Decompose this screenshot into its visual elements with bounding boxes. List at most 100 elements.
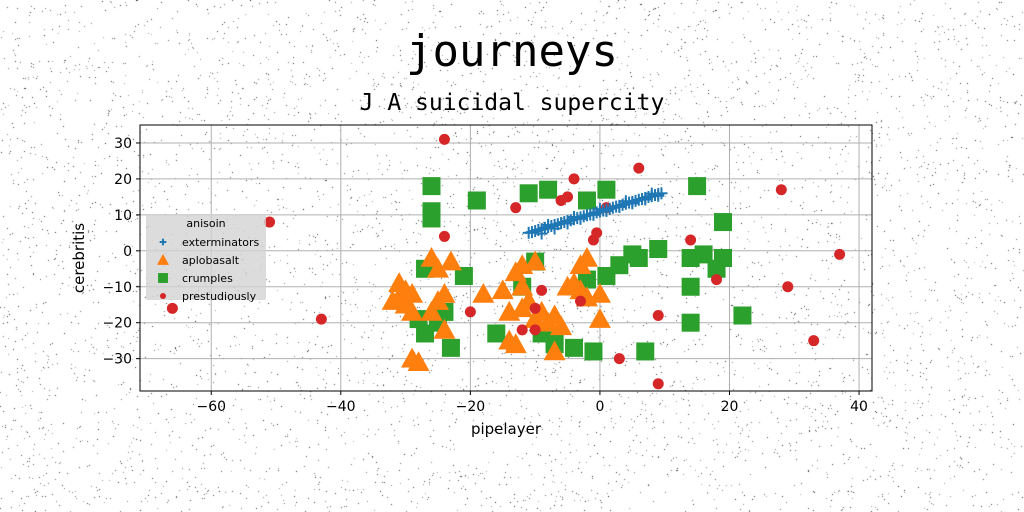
- x-tick-label: 40: [850, 399, 868, 415]
- legend-marker-exterminators: [159, 238, 167, 246]
- crumples-point: [441, 338, 460, 357]
- crumples-point: [681, 313, 700, 332]
- prestudiously-point: [510, 202, 522, 214]
- aplobasalt-point: [588, 308, 611, 328]
- aplobasalt-point: [433, 282, 456, 303]
- y-tick-label: 0: [123, 244, 132, 260]
- crumples-point: [422, 177, 441, 196]
- y-tick-label: 20: [114, 172, 132, 188]
- x-axis-ticks: −60 −40 −20 0 20 40: [196, 391, 868, 415]
- x-tick-label: −20: [456, 399, 486, 415]
- prestudiously-point: [808, 335, 820, 347]
- y-tick-label: −30: [102, 352, 132, 368]
- crumples-point: [422, 202, 441, 221]
- prestudiously-point: [562, 191, 574, 203]
- prestudiously-point: [516, 324, 528, 336]
- y-axis-ticks: −30 −20 −10 0 10 20 30: [102, 136, 140, 368]
- prestudiously-point: [536, 284, 548, 296]
- aplobasalt-point: [420, 300, 443, 321]
- prestudiously-point: [711, 274, 723, 286]
- exterminators-point: [652, 189, 665, 202]
- crumples-point: [694, 245, 713, 264]
- y-tick-label: 30: [114, 136, 132, 152]
- exterminators-point: [568, 211, 581, 224]
- prestudiously-point: [529, 302, 541, 314]
- crumples-point: [714, 213, 733, 232]
- crumples-point: [539, 180, 558, 199]
- crumples-point: [649, 240, 668, 259]
- crumples-point: [467, 191, 486, 210]
- aplobasalt-point: [504, 333, 527, 354]
- prestudiously-point: [685, 234, 697, 246]
- crumples-point: [636, 342, 655, 361]
- crumples-point: [597, 180, 616, 199]
- exterminators-point: [542, 218, 555, 231]
- aplobasalt-point: [543, 340, 566, 361]
- exterminators-point: [639, 193, 652, 206]
- prestudiously-point: [568, 173, 580, 185]
- x-tick-label: −40: [326, 399, 356, 415]
- chart-title: journeys: [406, 26, 618, 77]
- exterminators-point: [613, 200, 626, 213]
- legend-marker-aplobasalt: [156, 253, 170, 265]
- plot-frame: [139, 124, 873, 392]
- data-marks: [166, 133, 846, 390]
- crumples-point: [629, 249, 648, 267]
- exterminators-point: [645, 187, 658, 200]
- x-axis-label: pipelayer: [471, 420, 542, 438]
- crumples-point: [584, 342, 603, 361]
- y-tick-label: −10: [102, 280, 132, 296]
- crumples-point: [681, 277, 700, 296]
- y-tick-label: 10: [114, 208, 132, 224]
- exterminators-point: [593, 203, 606, 216]
- crumples-point: [565, 338, 584, 357]
- prestudiously-point: [591, 227, 603, 239]
- prestudiously-point: [438, 230, 450, 242]
- crumples-point: [714, 249, 733, 267]
- aplobasalt-point: [511, 275, 534, 296]
- legend-title: anisoin: [186, 217, 225, 230]
- aplobasalt-point: [407, 351, 430, 372]
- aplobasalt-point: [588, 282, 611, 303]
- crumples-point: [688, 177, 707, 196]
- aplobasalt-point: [381, 290, 404, 310]
- x-tick-label: 0: [595, 399, 604, 415]
- legend-marker-crumples: [158, 273, 168, 283]
- y-axis-label: cerebritis: [70, 223, 88, 293]
- x-tick-label: 20: [721, 399, 739, 415]
- aplobasalt-point: [426, 257, 449, 278]
- prestudiously-point: [166, 302, 178, 314]
- aplobasalt-point: [491, 279, 514, 300]
- aplobasalt-point: [524, 250, 547, 271]
- exterminators-point: [561, 217, 574, 230]
- prestudiously-point: [613, 353, 625, 365]
- prestudiously-point: [529, 324, 541, 336]
- prestudiously-point: [438, 133, 450, 145]
- exterminators-point: [619, 195, 632, 208]
- chart-subtitle: J A suicidal supercity: [359, 90, 665, 116]
- exterminators-point: [548, 222, 561, 235]
- prestudiously-point: [775, 184, 787, 196]
- aplobasalt-point: [472, 282, 495, 303]
- legend: anisoin exterminators aplobasalt crumples pr…: [146, 214, 266, 303]
- legend-label: exterminators: [182, 236, 260, 249]
- aplobasalt-point: [433, 318, 456, 339]
- aplobasalt-point: [550, 315, 573, 336]
- prestudiously-point: [464, 306, 476, 318]
- prestudiously-point: [834, 248, 846, 260]
- legend-label: prestudiously: [182, 290, 257, 303]
- legend-marker-prestudiously: [159, 292, 167, 300]
- x-tick-label: −60: [196, 399, 226, 415]
- prestudiously-point: [652, 310, 664, 322]
- aplobasalt-point: [401, 300, 424, 321]
- prestudiously-point: [652, 378, 664, 390]
- crumples-point: [454, 266, 473, 285]
- legend-label: aplobasalt: [182, 254, 240, 267]
- exterminators-point: [600, 204, 613, 217]
- crumples-point: [519, 184, 538, 203]
- aplobasalt-point: [401, 282, 424, 303]
- prestudiously-point: [574, 295, 586, 307]
- exterminators-point: [587, 208, 600, 221]
- prestudiously-point: [264, 216, 276, 228]
